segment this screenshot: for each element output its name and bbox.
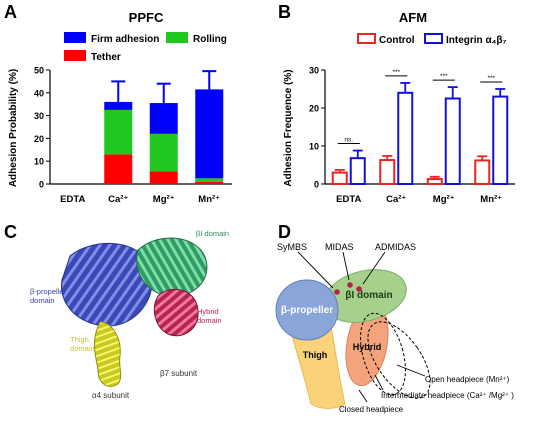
y-tick-label: 40 [34, 88, 44, 98]
legend-label-tether: Tether [91, 52, 121, 63]
bar [331, 171, 348, 186]
label-closed-headpiece: Closed headpiece [339, 405, 404, 414]
admidas-arrow [362, 251, 386, 285]
label-alpha4: α4 subunit [92, 391, 130, 400]
y-tick-label: 50 [34, 66, 44, 76]
legend-label-firm: Firm adhesion [91, 34, 159, 45]
afm-plot-area: 0 10 20 30 ns. EDTA *** Ca²⁺ *** Mg²⁺ *** Mn²⁺ [309, 66, 515, 205]
bar [492, 95, 509, 185]
significance-label: *** [440, 73, 448, 80]
y-tick-label: 10 [309, 142, 319, 152]
legend-label-rolling: Rolling [193, 34, 227, 45]
intermediate-arrow [374, 374, 384, 391]
significance-label: ns. [344, 137, 353, 144]
panel-label-b: B [278, 2, 291, 22]
chart-title: PPFC [129, 10, 164, 25]
legend-label-control: Control [379, 35, 415, 46]
afm-chart: AFM Control Integrin α₄β₇ Adhesion Frequ… [283, 10, 515, 205]
bar [444, 97, 461, 185]
admidas-ion-icon [356, 286, 362, 292]
open-arrow [396, 364, 426, 377]
x-tick-label: Mn²⁺ [480, 194, 502, 205]
label-propeller: β-propeller [281, 305, 333, 316]
legend-swatch-control [357, 33, 376, 44]
label-bi-domain: βI domain [345, 290, 392, 301]
y-axis-title: Adhesion Frequence (%) [283, 69, 294, 186]
y-tick-label: 0 [39, 180, 44, 190]
midas-ion-icon [347, 282, 353, 288]
legend-swatch-tether [64, 50, 86, 61]
label-intermediate-headpiece: Intermediate headpiece (Ca²⁺ /Mg²⁺ ) [381, 391, 514, 400]
y-tick-label: 20 [34, 134, 44, 144]
legend-swatch-rolling [166, 32, 188, 43]
x-tick-label: EDTA [60, 194, 85, 205]
label-thigh: Thigh domain [70, 335, 95, 353]
bar-segment [195, 181, 224, 184]
hybrid-domain-ribbon [153, 288, 199, 337]
closed-arrow [358, 389, 368, 403]
ppfc-plot-area: 0 10 20 30 40 50 EDTA Ca²⁺ Mg²⁺ Mn²⁺ [34, 66, 232, 205]
label-beta7: β7 subunit [160, 369, 198, 378]
x-tick-label: Ca²⁺ [108, 194, 128, 205]
panel-label-a: A [4, 2, 17, 22]
thigh-domain-ribbon [93, 321, 122, 387]
bar [474, 159, 491, 186]
panel-label-d: D [278, 222, 291, 242]
ppfc-chart: PPFC Firm adhesion Rolling Tether Adhesi… [8, 10, 232, 205]
headpiece-schematic: SyMBS MIDAS ADMIDAS β-propeller βI domai… [275, 242, 514, 414]
label-midas: MIDAS [325, 242, 354, 252]
panel-label-c: C [4, 222, 17, 242]
label-open-headpiece: Open headpiece (Mn²⁺) [425, 375, 510, 384]
midas-arrow [342, 251, 350, 281]
legend-swatch-firm [64, 32, 86, 43]
x-tick-label: Ca²⁺ [386, 194, 406, 205]
bar [397, 91, 414, 185]
bar-segment [149, 133, 178, 172]
significance-label: *** [392, 69, 400, 76]
label-symbs: SyMBS [277, 242, 307, 252]
thigh-shape [288, 319, 346, 409]
propeller-domain-ribbon [61, 242, 153, 327]
symbs-arrow [297, 251, 334, 289]
bar-segment [195, 178, 224, 182]
legend-label-integrin: Integrin α₄β₇ [446, 35, 506, 46]
y-tick-label: 20 [309, 104, 319, 114]
bar-segment [149, 103, 178, 134]
label-admidas: ADMIDAS [375, 242, 416, 252]
bar-segment [195, 89, 224, 179]
x-tick-label: Mn²⁺ [198, 194, 220, 205]
symbs-ion-icon [334, 289, 340, 295]
chart-title: AFM [399, 10, 427, 25]
label-bi-domain: βI domain [196, 229, 229, 238]
legend-swatch-integrin [424, 33, 443, 44]
label-propeller: β-propeller domain [30, 287, 66, 305]
bar-segment [149, 171, 178, 184]
significance-label: *** [487, 75, 495, 82]
x-tick-label: EDTA [336, 194, 361, 205]
bar-segment [104, 109, 133, 155]
bar-segment [104, 154, 133, 184]
structure-illustration: β-propeller domain βI domain Hybrid domain… [30, 229, 229, 400]
propeller-shape [275, 279, 339, 341]
intermediate-hybrid-outline [360, 312, 406, 396]
open-hybrid-outline [367, 321, 431, 399]
y-tick-label: 10 [34, 157, 44, 167]
x-tick-label: Mg²⁺ [153, 194, 175, 205]
bi-domain-ribbon [136, 237, 208, 298]
label-thigh: Thigh [303, 350, 328, 360]
y-tick-label: 0 [314, 180, 319, 190]
bar [349, 157, 366, 186]
label-hybrid: Hybrid domain [197, 307, 222, 325]
y-tick-label: 30 [309, 66, 319, 76]
bar [426, 178, 443, 185]
y-tick-label: 30 [34, 111, 44, 121]
label-hybrid: Hybrid [353, 342, 382, 352]
x-tick-label: Mg²⁺ [433, 194, 455, 205]
bar [379, 159, 396, 185]
bar-segment [104, 101, 133, 110]
y-axis-title: Adhesion Probability (%) [8, 69, 19, 187]
